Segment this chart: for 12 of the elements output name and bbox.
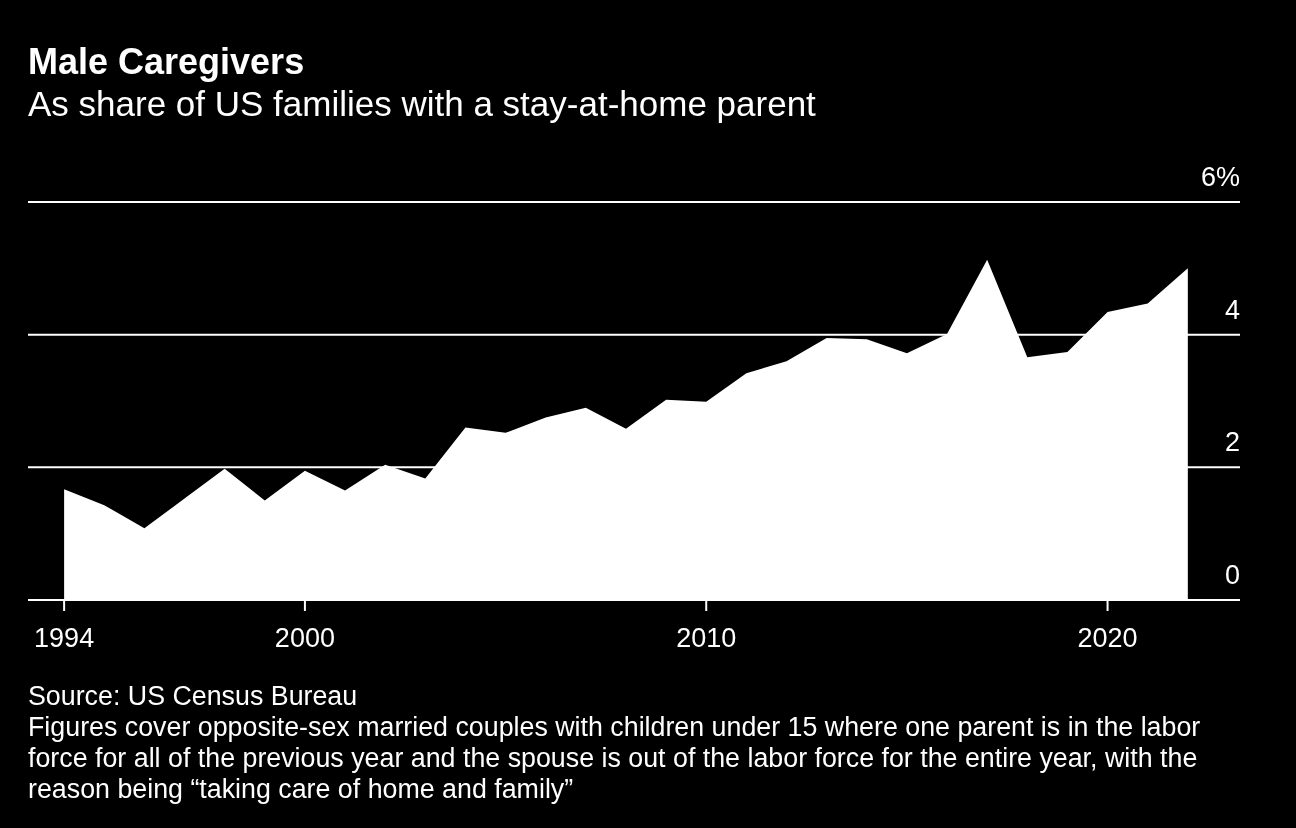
text: Figures cover opposite-sex married couples with children under 15 where one parent is in the labor force for all of the previous year and the spouse is out of the labor force for the entire year, with the reason being “taking care of home and family” — [28, 712, 1201, 804]
y-tick-label: 0 — [1224, 560, 1240, 590]
x-tick-label: 2020 — [1077, 623, 1138, 653]
y-tick-label: 2 — [1224, 427, 1240, 458]
y-tick-label: 6% — [1200, 162, 1240, 192]
chart-title: Male Caregivers — [28, 41, 305, 82]
x-tick-label: 2000 — [274, 623, 335, 653]
y-tick-label: 4 — [1224, 294, 1240, 325]
chart-subtitle: As share of US families with a stay-at-home parent — [28, 84, 817, 123]
x-tick-label: 1994 — [34, 623, 95, 653]
source-note: Source: US Census Bureau — [28, 681, 358, 711]
x-tick-label: 2010 — [676, 623, 737, 653]
